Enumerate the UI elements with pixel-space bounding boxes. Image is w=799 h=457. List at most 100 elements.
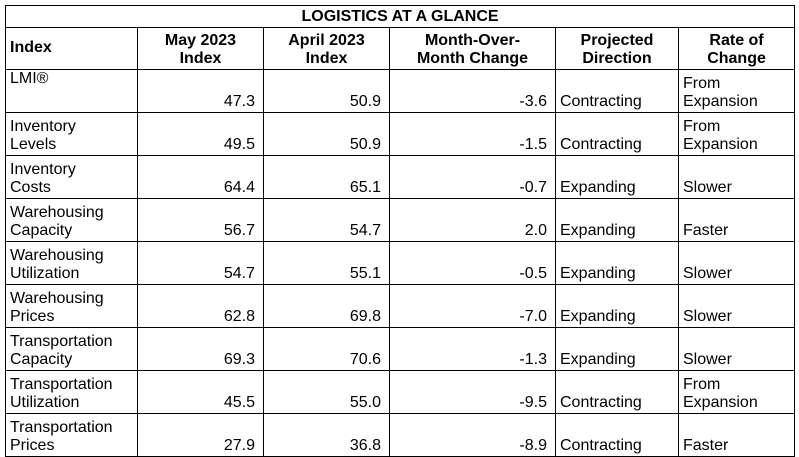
table-row: Warehousing Utilization 54.7 55.1 -0.5 E…: [5, 241, 796, 285]
direction-cell: Contracting: [555, 413, 679, 457]
april-cell: 65.1: [263, 155, 390, 199]
direction-cell: Expanding: [555, 327, 679, 371]
header-label: Change: [707, 50, 766, 67]
index-label: Capacity: [10, 222, 73, 239]
index-label: Capacity: [10, 351, 73, 368]
table-title: LOGISTICS AT A GLANCE: [4, 5, 796, 28]
direction-cell: Expanding: [555, 241, 679, 285]
rate-label: Expansion: [683, 394, 758, 411]
table-row: Inventory Costs 64.4 65.1 -0.7 Expanding…: [5, 155, 796, 199]
index-cell: Transportation Prices: [5, 413, 138, 457]
index-cell: Transportation Capacity: [5, 327, 138, 371]
index-label: Utilization: [10, 265, 80, 282]
header-label: Direction: [582, 50, 652, 67]
may-cell: 54.7: [137, 241, 264, 285]
april-cell: 70.6: [263, 327, 390, 371]
direction-cell: Expanding: [555, 284, 679, 328]
rate-label: Slower: [683, 308, 732, 325]
index-label: Inventory: [10, 161, 76, 178]
change-cell: -1.5: [389, 112, 556, 156]
header-label: Rate of: [709, 32, 764, 49]
change-cell: -7.0: [389, 284, 556, 328]
index-label: Prices: [10, 437, 55, 454]
change-cell: 2.0: [389, 198, 556, 242]
index-label: Transportation: [10, 376, 113, 393]
rate-cell: Slower: [677, 284, 796, 328]
may-cell: 45.5: [137, 370, 264, 414]
rate-label: From: [683, 376, 721, 393]
index-cell: LMI®: [5, 69, 138, 113]
may-cell: 27.9: [137, 413, 264, 457]
rate-label: Expansion: [683, 136, 758, 153]
april-cell: 54.7: [263, 198, 390, 242]
header-label: Month-Over-: [424, 32, 521, 49]
direction-cell: Contracting: [555, 69, 679, 113]
rate-cell: Faster: [677, 198, 796, 242]
index-label: Costs: [10, 179, 51, 196]
table-row: Transportation Capacity 69.3 70.6 -1.3 E…: [5, 327, 796, 371]
direction-cell: Contracting: [555, 112, 679, 156]
rate-cell: From Expansion: [677, 370, 796, 414]
index-label: Transportation: [10, 419, 113, 436]
table-row: Inventory Levels 49.5 50.9 -1.5 Contract…: [5, 112, 796, 156]
index-cell: Warehousing Capacity: [5, 198, 138, 242]
header-may: May 2023 Index: [137, 27, 264, 70]
rate-label: Slower: [683, 179, 732, 196]
index-label: LMI®: [10, 70, 49, 88]
index-label: Warehousing: [10, 290, 104, 307]
direction-cell: Contracting: [555, 370, 679, 414]
header-label: April 2023: [288, 32, 365, 49]
header-row: Index May 2023 Index April 2023 Index Mo…: [5, 27, 796, 70]
header-direction: Projected Direction: [555, 27, 679, 70]
rate-label: Expansion: [683, 93, 758, 110]
change-cell: -3.6: [389, 69, 556, 113]
header-april: April 2023 Index: [263, 27, 390, 70]
table-row: LMI® 47.3 50.9 -3.6 Contracting From Exp…: [5, 69, 796, 113]
rate-cell: Faster: [677, 413, 796, 457]
index-label: Inventory: [10, 118, 76, 135]
change-cell: -1.3: [389, 327, 556, 371]
header-index: Index: [5, 27, 138, 70]
table-row: Warehousing Prices 62.8 69.8 -7.0 Expand…: [5, 284, 796, 328]
table-body: LMI® 47.3 50.9 -3.6 Contracting From Exp…: [5, 69, 796, 457]
index-label: Warehousing: [10, 204, 104, 221]
rate-label: Slower: [683, 351, 732, 368]
change-cell: -0.7: [389, 155, 556, 199]
april-cell: 50.9: [263, 69, 390, 113]
rate-cell: From Expansion: [677, 112, 796, 156]
rate-cell: Slower: [677, 155, 796, 199]
index-cell: Inventory Costs: [5, 155, 138, 199]
index-cell: Transportation Utilization: [5, 370, 138, 414]
rate-label: Faster: [683, 437, 729, 454]
direction-cell: Expanding: [555, 198, 679, 242]
may-cell: 62.8: [137, 284, 264, 328]
change-cell: -9.5: [389, 370, 556, 414]
table-row: Transportation Utilization 45.5 55.0 -9.…: [5, 370, 796, 414]
header-label: Index: [10, 39, 52, 56]
index-cell: Inventory Levels: [5, 112, 138, 156]
april-cell: 69.8: [263, 284, 390, 328]
change-cell: -0.5: [389, 241, 556, 285]
index-label: Utilization: [10, 394, 80, 411]
index-cell: Warehousing Prices: [5, 284, 138, 328]
index-label: Levels: [10, 136, 57, 153]
may-cell: 49.5: [137, 112, 264, 156]
header-label: May 2023: [164, 32, 237, 49]
index-cell: Warehousing Utilization: [5, 241, 138, 285]
rate-cell: Slower: [677, 241, 796, 285]
header-label: Projected: [580, 32, 654, 49]
may-cell: 47.3: [137, 69, 264, 113]
may-cell: 56.7: [137, 198, 264, 242]
april-cell: 55.0: [263, 370, 390, 414]
rate-label: From: [683, 75, 721, 92]
header-label: Index: [179, 50, 222, 67]
change-cell: -8.9: [389, 413, 556, 457]
may-cell: 64.4: [137, 155, 264, 199]
table-row: Warehousing Capacity 56.7 54.7 2.0 Expan…: [5, 198, 796, 242]
header-label: Month Change: [416, 50, 529, 67]
rate-label: Slower: [683, 265, 732, 282]
table-row: Transportation Prices 27.9 36.8 -8.9 Con…: [5, 413, 796, 457]
april-cell: 55.1: [263, 241, 390, 285]
index-label: Transportation: [10, 333, 113, 350]
rate-cell: Slower: [677, 327, 796, 371]
